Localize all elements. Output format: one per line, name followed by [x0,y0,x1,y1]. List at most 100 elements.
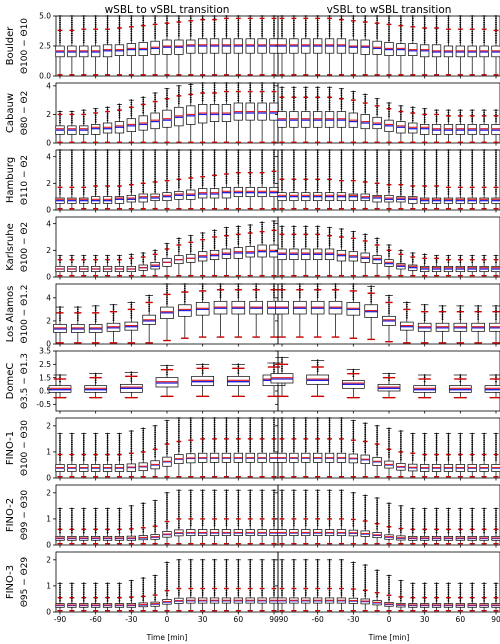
outlier-point [340,164,343,167]
box-item [360,233,370,277]
outlier-point [154,251,157,254]
outlier-point [142,96,145,99]
outlier-point [411,175,414,178]
outlier-point [459,17,462,20]
outlier-point [213,240,216,243]
outlier-point [304,236,307,239]
outlier-point [388,106,390,109]
outlier-point [328,421,331,424]
outlier-point [459,175,462,178]
box [84,385,108,393]
outlier-point [423,303,426,306]
box [484,385,500,393]
outlier-point [166,283,168,285]
outlier-point [292,236,295,239]
outlier-point [352,298,355,301]
outlier-point [118,432,121,435]
outlier-point [292,86,295,89]
outlier-point [483,151,486,154]
outlier-point [261,23,264,26]
outlier-point [364,248,367,251]
box [348,193,358,202]
outlier-point [177,443,180,446]
outlier-point [447,41,450,44]
box-item [138,149,148,210]
box [384,259,394,267]
outlier-point [273,226,275,229]
outlier-point [388,186,390,189]
outlier-point [292,15,295,17]
outlier-point [471,437,474,439]
outlier-point [255,287,258,290]
box [221,248,232,259]
outlier-point [213,164,216,167]
outlier-point [94,173,97,176]
outlier-point [261,430,264,433]
outlier-point [340,168,343,171]
outlier-point [447,261,450,264]
outlier-point [201,296,204,299]
outlier-point [106,186,109,189]
outlier-point [399,28,402,31]
outlier-point [94,182,97,184]
box-item [155,364,179,398]
outlier-point [201,283,204,285]
outlier-point [225,242,228,244]
outlier-point [59,432,61,435]
outlier-point [423,116,426,119]
box-item [372,15,382,76]
outlier-point [388,456,390,458]
outlier-point [273,370,275,373]
box-item [467,149,477,210]
outlier-point [142,100,145,103]
outlier-point [328,88,331,91]
outlier-point [388,427,390,430]
outlier-point [471,175,474,178]
outlier-point [94,448,97,450]
outlier-point [304,232,307,234]
outlier-point [292,430,295,433]
box [479,124,489,135]
outlier-point [166,155,168,158]
outlier-point [364,30,367,33]
outlier-point [376,453,379,456]
outlier-point [459,155,462,158]
outlier-point [352,424,355,426]
outlier-point [281,15,283,17]
outlier-point [261,450,264,452]
outlier-point [364,177,367,180]
outlier-point [82,118,85,120]
outlier-point [405,314,408,317]
outlier-point [352,26,355,28]
outlier-point [166,101,168,103]
outlier-point [237,21,240,24]
outlier-point [183,294,186,296]
outlier-point [388,453,390,456]
outlier-point [292,151,295,154]
box-item [479,15,489,76]
outlier-point [59,445,61,448]
outlier-point [261,432,264,435]
outlier-point [423,151,426,154]
box-item [420,253,430,277]
outlier-point [364,160,367,162]
outlier-point [94,381,97,384]
box-item [324,226,335,277]
outlier-point [118,164,121,167]
box-item [162,87,172,143]
box-item [491,254,500,277]
outlier-point [477,307,480,310]
outlier-point [388,303,390,306]
outlier-point [399,115,402,118]
outlier-point [364,426,367,429]
outlier-point [388,179,390,182]
outlier-point [423,445,426,448]
outlier-point [201,157,204,160]
outlier-point [59,153,61,156]
box-item [114,432,125,478]
outlier-point [292,19,295,22]
outlier-point [154,184,157,187]
outlier-point [249,15,252,17]
outlier-point [411,28,414,31]
outlier-point [423,160,426,162]
